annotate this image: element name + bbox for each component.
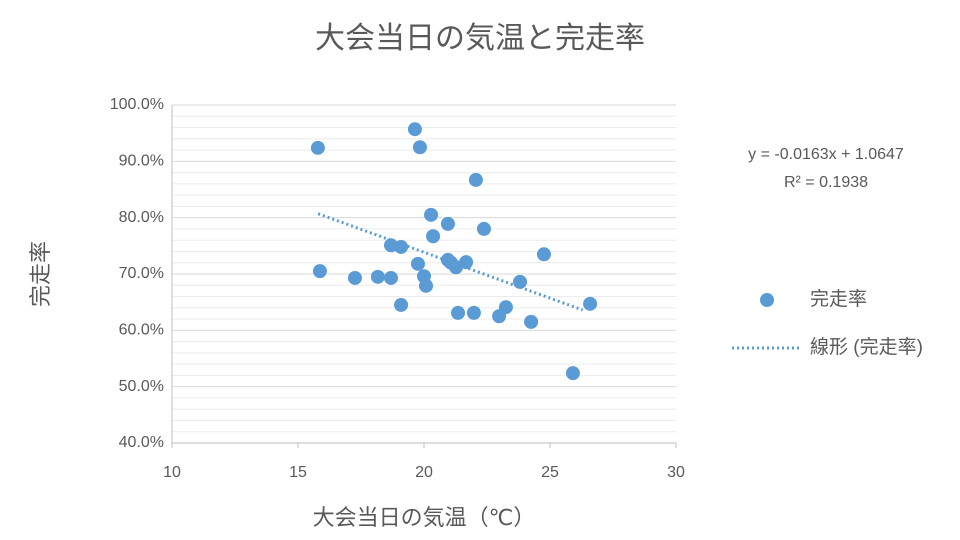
y-tick-label: 60.0% [119,322,164,339]
point [394,239,409,254]
x-tick-label: 10 [163,464,181,481]
point [476,221,491,236]
x-tick-label: 15 [289,464,307,481]
legend-label: 完走率 [810,288,867,310]
point [466,305,481,320]
point [419,278,434,293]
legend-marker [760,293,774,307]
point [310,140,325,155]
x-axis-title: 大会当日の気温（℃） [313,505,536,530]
point [565,366,580,381]
point [394,297,409,312]
point [407,122,422,137]
y-tick-label: 80.0% [119,209,164,226]
point [383,270,398,285]
y-tick-label: 70.0% [119,265,164,282]
point [524,314,539,329]
y-axis-title: 完走率 [28,241,53,307]
point [468,172,483,187]
legend-label: 線形 (完走率) [810,336,923,358]
annotation: y = -0.0163x + 1.0647 [748,146,904,163]
x-tick-label: 30 [667,464,685,481]
y-tick-label: 40.0% [119,434,164,451]
point [459,255,474,270]
point [412,140,427,155]
point [583,296,598,311]
point [498,300,513,315]
point [426,229,441,244]
point [440,216,455,231]
point [312,264,327,279]
point [424,207,439,222]
y-tick-label: 90.0% [119,153,164,170]
x-tick-label: 20 [415,464,433,481]
chart-title: 大会当日の気温と完走率 [315,22,645,55]
point [536,247,551,262]
point [451,305,466,320]
y-tick-label: 100.0% [110,96,164,113]
point [410,256,425,271]
point [370,269,385,284]
y-tick-label: 50.0% [119,378,164,395]
x-tick-label: 25 [541,464,559,481]
point [347,270,362,285]
trendline [317,212,584,312]
annotation: R² = 0.1938 [784,174,868,191]
